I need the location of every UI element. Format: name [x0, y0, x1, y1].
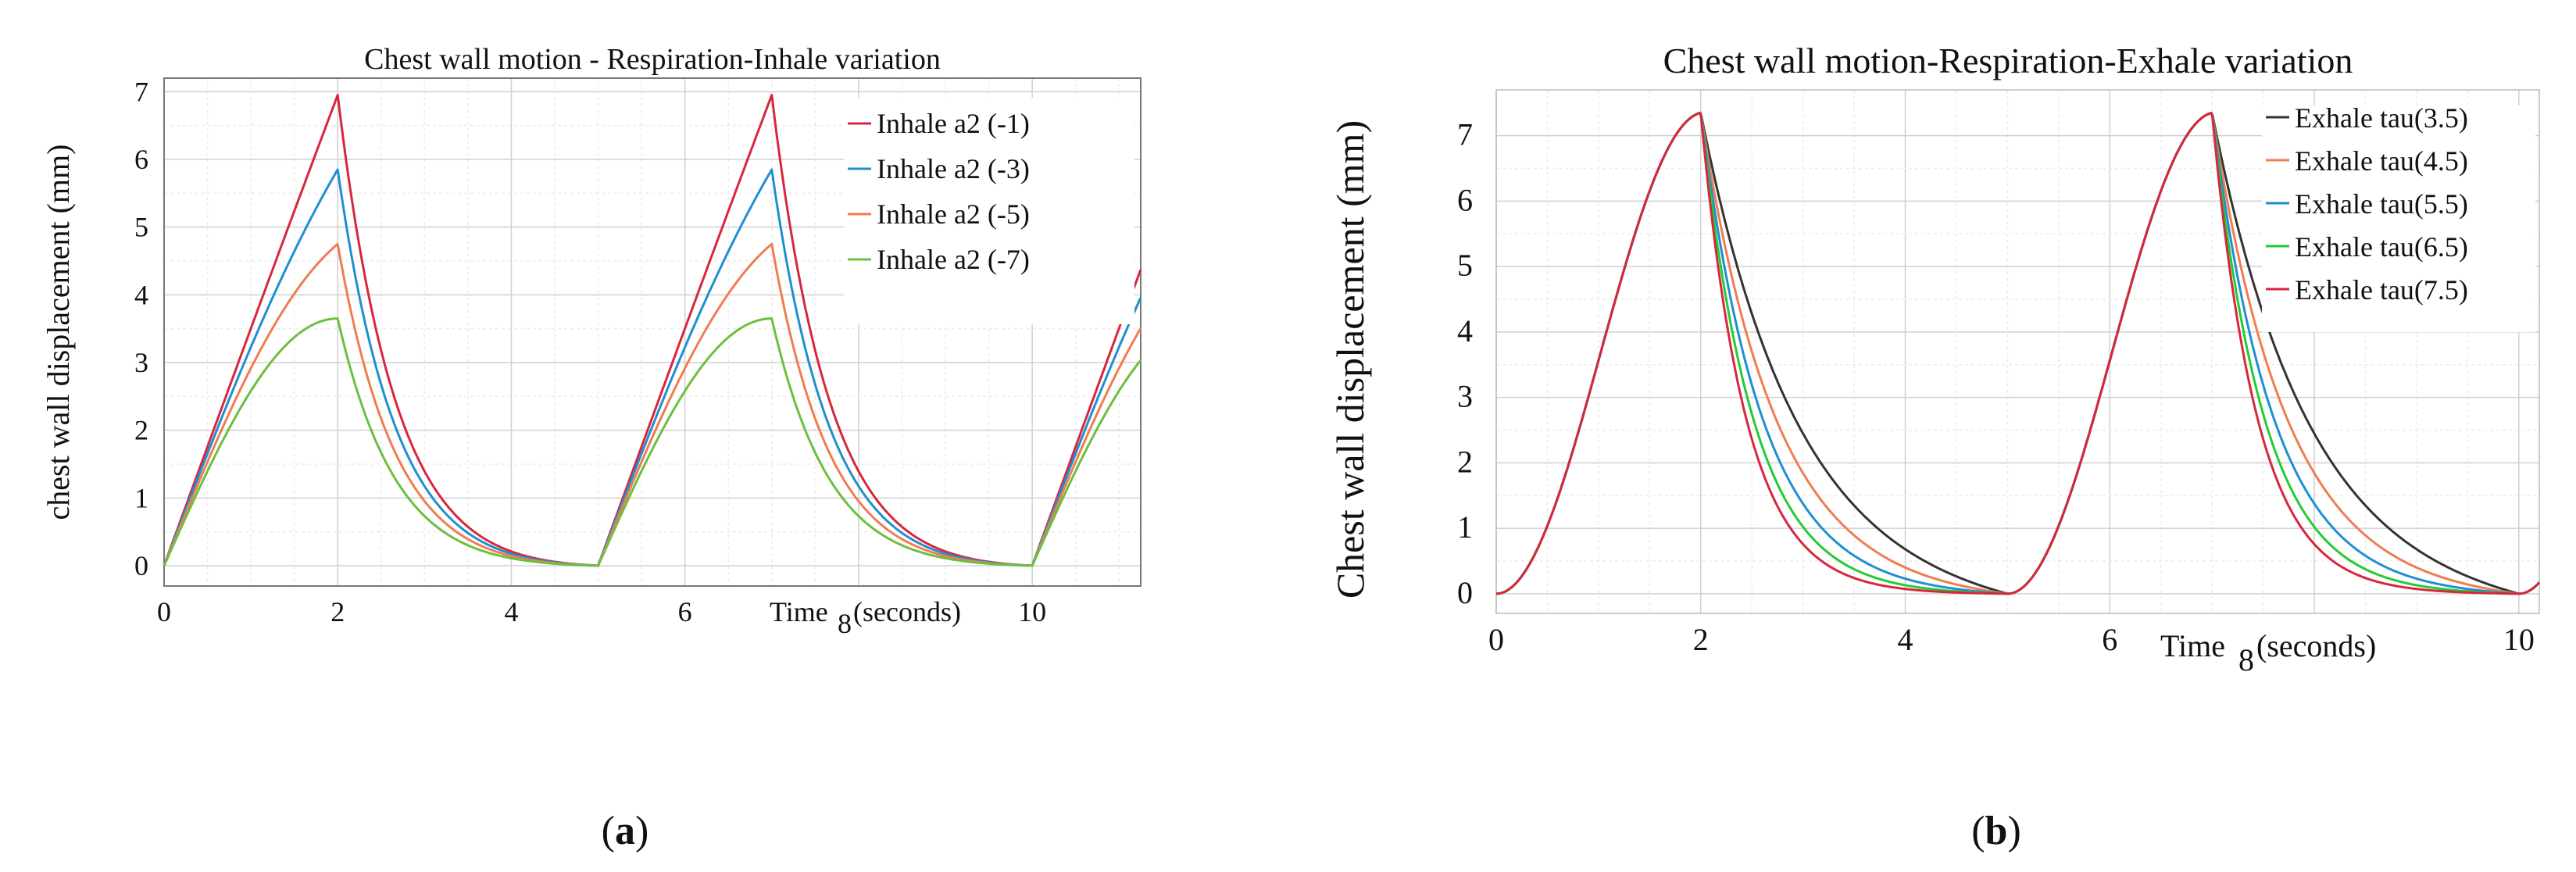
- panel-b-xtick-4: 4: [1898, 622, 1913, 657]
- legend-entry-a2-3: Inhale a2 (-3): [877, 153, 1030, 184]
- panel-a-y-ticks: 0 1 2 3 4 5 6 7: [134, 76, 148, 581]
- panel-b-ytick-1: 1: [1457, 509, 1473, 545]
- panel-b-y-ticks: 0 1 2 3 4 5 6 7: [1457, 117, 1473, 610]
- panel-b-legend: Exhale tau(3.5) Exhale tau(4.5) Exhale t…: [2262, 102, 2535, 332]
- legend-entry-tau-5-5: Exhale tau(5.5): [2295, 188, 2468, 220]
- panel-b-ytick-7: 7: [1457, 117, 1473, 152]
- panel-a-ytick-0: 0: [134, 550, 148, 581]
- panel-a-xtick-10: 10: [1018, 596, 1046, 627]
- panel-b-ytick-2: 2: [1457, 444, 1473, 479]
- panel-a-xlabel-time: Time: [770, 596, 828, 627]
- panel-a-ytick-5: 5: [134, 212, 148, 243]
- panel-a-ytick-7: 7: [134, 76, 148, 107]
- panel-b-xlabel-tick: 8: [2238, 642, 2254, 677]
- panel-a-xtick-2: 2: [330, 596, 345, 627]
- legend-entry-tau-4-5: Exhale tau(4.5): [2295, 145, 2468, 177]
- series-line-b-4: [1495, 112, 2541, 595]
- panel-a-xlabel-tick: 8: [838, 608, 852, 639]
- panel-a-legend: Inhale a2 (-1) Inhale a2 (-3) Inhale a2 …: [844, 98, 1134, 324]
- panel-b-ytick-4: 4: [1457, 313, 1473, 348]
- panel-a-ytick-6: 6: [134, 144, 148, 175]
- series-line-a-3: [163, 317, 1142, 567]
- panel-b-y-axis-label: Chest wall displacement (mm): [1328, 120, 1372, 599]
- panel-a-ytick-1: 1: [134, 482, 148, 513]
- panel-b-ytick-0: 0: [1457, 575, 1473, 610]
- panel-b-xtick-10: 10: [2503, 622, 2535, 657]
- panel-b-legend-box: [2262, 105, 2535, 332]
- panel-b-xlabel-seconds: (seconds): [2256, 628, 2376, 663]
- panel-a-xtick-6: 6: [678, 596, 692, 627]
- legend-entry-a2-5: Inhale a2 (-5): [877, 198, 1030, 230]
- panel-b-caption: (b): [1971, 809, 2021, 853]
- panel-a-plot-area: [163, 77, 1142, 587]
- panel-a-title: Chest wall motion - Respiration-Inhale v…: [364, 43, 941, 76]
- panel-b-x-ticks: 0 2 4 6 10: [1488, 622, 2535, 657]
- legend-entry-a2-1: Inhale a2 (-1): [877, 108, 1030, 139]
- panel-b-xtick-0: 0: [1488, 622, 1504, 657]
- panel-b: Chest wall motion-Respiration-Exhale var…: [1328, 41, 2541, 853]
- panel-a: Chest wall motion - Respiration-Inhale v…: [41, 43, 1142, 853]
- panel-b-xtick-6: 6: [2102, 622, 2117, 657]
- panel-b-xtick-2: 2: [1693, 622, 1709, 657]
- panel-b-ytick-3: 3: [1457, 379, 1473, 414]
- panel-a-legend-box: [844, 98, 1134, 324]
- panel-a-ytick-2: 2: [134, 415, 148, 446]
- panel-a-y-axis-label: chest wall displacement (mm): [41, 145, 76, 520]
- panel-a-ytick-4: 4: [134, 279, 148, 310]
- panel-b-series: [1495, 112, 2541, 595]
- panel-a-xtick-4: 4: [504, 596, 518, 627]
- panel-a-series: [163, 94, 1142, 567]
- panel-a-caption: (a): [602, 809, 649, 853]
- legend-entry-tau-3-5: Exhale tau(3.5): [2295, 102, 2468, 134]
- panel-a-xlabel-seconds: (seconds): [853, 596, 961, 627]
- legend-entry-a2-7: Inhale a2 (-7): [877, 244, 1030, 275]
- panel-b-ytick-5: 5: [1457, 248, 1473, 283]
- panel-b-xlabel-time: Time: [2160, 628, 2225, 663]
- panel-b-x-axis-label: Time 8 (seconds): [2160, 628, 2376, 677]
- panel-a-ytick-3: 3: [134, 347, 148, 378]
- panel-a-x-ticks: 0 2 4 6 10: [157, 596, 1046, 627]
- panel-b-ytick-6: 6: [1457, 182, 1473, 217]
- legend-entry-tau-7-5: Exhale tau(7.5): [2295, 274, 2468, 306]
- panel-a-x-axis-label: Time 8 (seconds): [770, 596, 961, 639]
- legend-entry-tau-6-5: Exhale tau(6.5): [2295, 231, 2468, 263]
- panel-b-title: Chest wall motion-Respiration-Exhale var…: [1663, 41, 2353, 80]
- panel-b-plot-area: [1495, 89, 2540, 614]
- panel-a-xtick-0: 0: [157, 596, 171, 627]
